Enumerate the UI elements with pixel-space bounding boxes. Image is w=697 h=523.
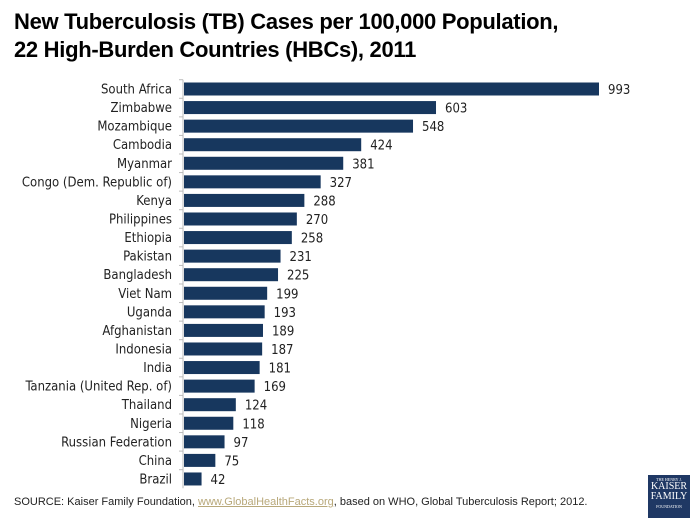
data-label: 97 (234, 436, 249, 451)
data-label: 169 (264, 380, 286, 395)
category-label: China (139, 454, 172, 469)
data-label: 124 (245, 399, 267, 414)
data-label: 187 (271, 343, 293, 358)
category-label: India (143, 361, 172, 376)
category-label: Zimbabwe (111, 101, 172, 116)
kff-logo: THE HENRY J. KAISER FAMILY FOUNDATION (648, 475, 690, 518)
bar (184, 453, 216, 467)
data-label: 193 (274, 306, 296, 321)
bar (184, 286, 268, 300)
category-label: Russian Federation (61, 435, 172, 450)
bar (184, 193, 305, 207)
category-label: Congo (Dem. Republic of) (22, 175, 172, 190)
bar (184, 249, 281, 263)
data-label: 603 (445, 102, 467, 117)
chart-title: New Tuberculosis (TB) Cases per 100,000 … (14, 8, 559, 64)
category-label: Mozambique (97, 120, 172, 135)
data-label: 189 (272, 324, 294, 339)
bar (184, 472, 202, 486)
logo-line-2: KAISER (650, 481, 688, 492)
logo-line-4: FOUNDATION (656, 504, 682, 509)
bar (184, 82, 599, 96)
category-label: Myanmar (117, 157, 172, 172)
source-prefix: SOURCE: Kaiser Family Foundation, (14, 496, 199, 508)
category-label: Ethiopia (124, 231, 172, 246)
data-label: 327 (330, 176, 352, 191)
category-label: Indonesia (115, 342, 172, 357)
data-label: 75 (224, 454, 239, 469)
bar (184, 156, 344, 170)
data-label: 118 (242, 417, 264, 432)
source-note: SOURCE: Kaiser Family Foundation, www.Gl… (14, 496, 588, 508)
bar (184, 379, 255, 393)
bar (184, 119, 414, 133)
title-line-2: 22 High-Burden Countries (HBCs), 2011 (14, 37, 417, 62)
data-label: 424 (370, 139, 392, 154)
category-label: Nigeria (130, 417, 172, 432)
data-label: 993 (608, 83, 630, 98)
data-label: 258 (301, 232, 323, 247)
data-label: 42 (211, 473, 226, 488)
data-label: 199 (276, 287, 298, 302)
bar (184, 175, 321, 189)
logo-line-3: FAMILY (650, 491, 688, 502)
category-label: Philippines (109, 212, 172, 227)
bar-chart: South Africa 993 Zimbabwe 603 Mozambique 548 C… (22, 79, 630, 489)
bar (184, 398, 236, 412)
data-label: 270 (306, 213, 328, 228)
bar (184, 268, 279, 282)
bar (184, 361, 260, 375)
bar (184, 138, 362, 152)
data-label: 381 (352, 157, 374, 172)
bar (184, 231, 292, 245)
bar (184, 435, 225, 449)
category-label: South Africa (101, 83, 172, 98)
category-label: Afghanistan (102, 324, 172, 339)
category-label: Brazil (139, 472, 172, 487)
data-label: 225 (287, 269, 309, 284)
data-label: 231 (290, 250, 312, 265)
bar (184, 342, 263, 356)
category-label: Viet Nam (118, 287, 172, 302)
category-label: Uganda (127, 305, 172, 320)
category-label: Pakistan (123, 250, 172, 265)
category-label: Cambodia (113, 138, 172, 153)
data-label: 181 (269, 362, 291, 377)
data-label: 288 (313, 194, 335, 209)
bar (184, 416, 234, 430)
category-label: Tanzania (United Rep. of) (24, 380, 172, 395)
logo-line-1: THE HENRY J. (656, 477, 682, 482)
bar (184, 323, 263, 337)
source-suffix: , based on WHO, Global Tuberculosis Repo… (333, 496, 588, 508)
category-label: Kenya (136, 194, 172, 209)
bar (184, 101, 437, 115)
title-line-1: New Tuberculosis (TB) Cases per 100,000 … (14, 9, 559, 34)
data-label: 548 (422, 120, 444, 135)
source-link[interactable]: www.GlobalHealthFacts.org (198, 496, 334, 508)
bar (184, 305, 265, 319)
category-label: Bangladesh (103, 268, 172, 283)
category-label: Thailand (121, 398, 172, 413)
bar (184, 212, 297, 226)
